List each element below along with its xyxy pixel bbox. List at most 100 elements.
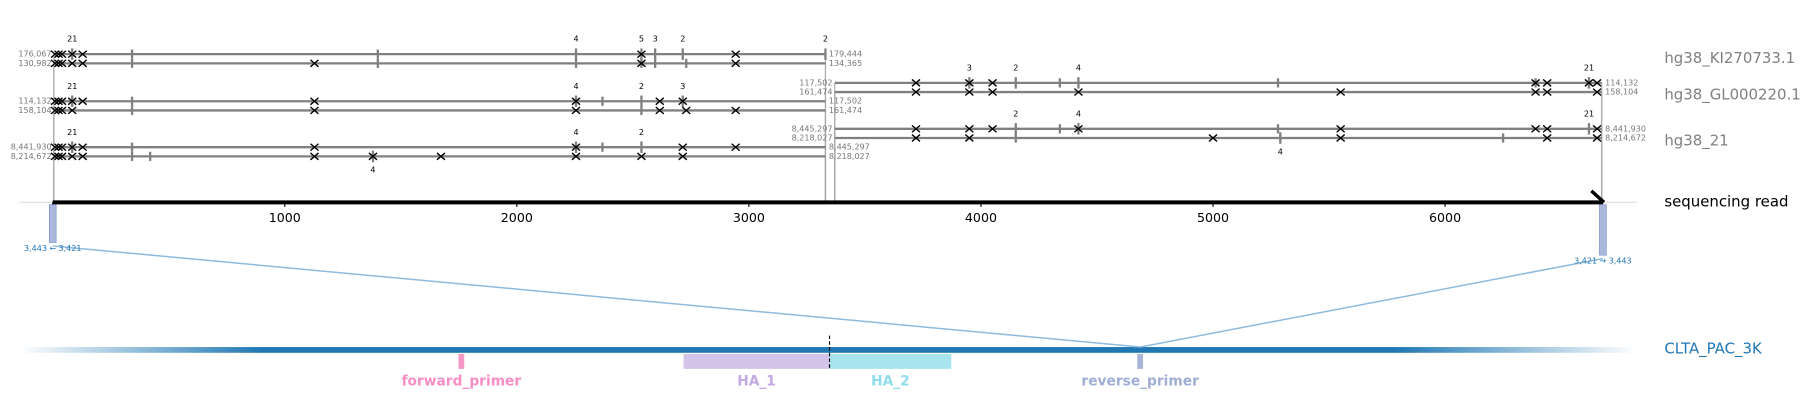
mismatch xyxy=(54,50,63,59)
mismatch xyxy=(78,143,88,152)
indel-length: 2 xyxy=(680,35,685,44)
amplicon-feature xyxy=(683,353,830,369)
indel-length: 2 xyxy=(639,128,644,137)
mismatch xyxy=(57,50,67,59)
mismatch xyxy=(57,143,67,152)
mismatch xyxy=(50,97,60,106)
ref-start-label: 114,132 xyxy=(18,97,51,106)
mismatch xyxy=(1542,88,1552,97)
mismatch xyxy=(67,106,77,115)
indel-length: 4 xyxy=(573,128,578,137)
mismatch xyxy=(67,152,77,161)
feature-label: HA_1 xyxy=(737,374,776,390)
mismatch xyxy=(78,50,88,59)
mismatch xyxy=(1336,134,1346,142)
ref-end-label: 158,104 xyxy=(1605,88,1638,97)
indel-length: 21 xyxy=(67,35,77,44)
ref-start-label: 8,445,297 xyxy=(792,124,833,133)
indel-length: 21 xyxy=(1584,109,1594,118)
mismatch xyxy=(310,59,319,68)
feature-label: reverse_primer xyxy=(1081,374,1199,390)
feature-label: forward_primer xyxy=(402,374,522,390)
ref-end-label: 134,365 xyxy=(829,59,862,68)
mismatch xyxy=(655,97,665,106)
mismatch xyxy=(731,143,741,152)
mismatch xyxy=(78,152,88,161)
reference-label: hg38_21 xyxy=(1664,131,1728,149)
mismatch xyxy=(911,124,921,133)
mismatch xyxy=(54,97,63,106)
mismatch xyxy=(50,59,60,68)
mismatch xyxy=(1073,88,1083,97)
map-arrow: ← xyxy=(49,244,56,253)
mismatch xyxy=(436,152,446,161)
mismatch xyxy=(78,97,88,106)
ref-start-label: 8,214,672 xyxy=(11,152,52,161)
mismatch xyxy=(1542,124,1552,133)
indel-length: 2 xyxy=(823,35,828,44)
reference-label: hg38_KI270733.1 xyxy=(1664,49,1795,67)
feature-label: HA_2 xyxy=(871,374,910,390)
x-tick-label: 2000 xyxy=(501,210,533,225)
mismatch xyxy=(1336,88,1346,97)
mismatch xyxy=(731,50,741,59)
indel-length: 3 xyxy=(680,82,685,91)
mismatch xyxy=(571,143,581,152)
mismatch xyxy=(67,143,77,152)
indel-length: 2 xyxy=(1013,109,1018,118)
ref-end-label: 179,444 xyxy=(829,50,862,59)
x-tick-label: 1000 xyxy=(269,210,301,225)
ref-start-label: 8,218,027 xyxy=(792,134,833,143)
mismatch xyxy=(54,152,63,161)
mismatch xyxy=(50,106,60,115)
indel-length: 4 xyxy=(573,35,578,44)
mismatch xyxy=(911,88,921,97)
indel-length: 2 xyxy=(1013,63,1018,72)
ref-start-label: 8,441,930 xyxy=(11,143,52,152)
mismatch xyxy=(681,106,691,115)
read-label: sequencing read xyxy=(1664,192,1788,210)
mismatch xyxy=(1592,78,1602,87)
ref-start-label: 117,502 xyxy=(799,78,832,87)
indel-length: 4 xyxy=(573,82,578,91)
x-tick-label: 3000 xyxy=(733,210,765,225)
indel-length: 3 xyxy=(653,35,658,44)
map-arrow: → xyxy=(1600,256,1607,265)
ref-start-label: 161,474 xyxy=(799,88,832,97)
ref-end-label: 8,445,297 xyxy=(829,143,870,152)
mismatch xyxy=(1531,78,1541,87)
mismatch xyxy=(368,152,378,161)
mismatch xyxy=(678,97,688,106)
mismatch xyxy=(310,106,319,115)
mismatch xyxy=(54,106,63,115)
mismatch xyxy=(57,59,67,68)
mismatch xyxy=(67,59,77,68)
mismatch xyxy=(1073,124,1083,133)
mismatch xyxy=(1336,124,1346,133)
x-tick-label: 5000 xyxy=(1197,210,1229,225)
mismatch xyxy=(1208,134,1218,142)
reference-label: hg38_GL000220.1 xyxy=(1664,86,1800,104)
amplicon-label: CLTA_PAC_3K xyxy=(1664,339,1763,357)
mismatch xyxy=(964,78,974,87)
ref-start-label: 130,982 xyxy=(18,59,51,68)
indel-length: 21 xyxy=(1584,63,1594,72)
mismatch xyxy=(1531,124,1541,133)
ref-end-label: 114,132 xyxy=(1605,78,1638,87)
mismatch xyxy=(988,124,998,133)
ref-end-label: 8,214,672 xyxy=(1605,134,1646,143)
map-label: 3,443 xyxy=(1609,256,1632,265)
map-label: 3,421 xyxy=(1574,256,1597,265)
mismatch xyxy=(1542,78,1552,87)
map-line xyxy=(52,245,1141,348)
read-arrow xyxy=(1590,189,1606,204)
mismatch xyxy=(571,106,581,115)
mismatch xyxy=(988,78,998,87)
mismatch xyxy=(678,143,688,152)
mismatch xyxy=(731,106,741,115)
mismatch xyxy=(571,152,581,161)
indel-length: 4 xyxy=(1076,109,1081,118)
indel-length: 21 xyxy=(67,82,77,91)
amplicon-bar xyxy=(19,347,1637,353)
